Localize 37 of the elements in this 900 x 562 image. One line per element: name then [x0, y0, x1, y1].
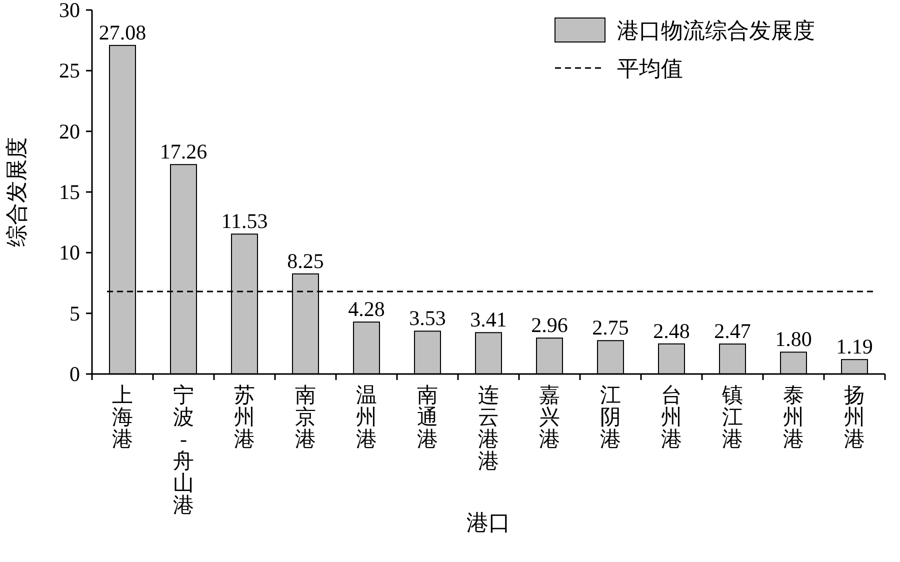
data-label: 2.96 — [531, 313, 568, 338]
x-tick-label: 南通港 — [417, 383, 438, 451]
data-label: 2.48 — [653, 318, 690, 343]
legend-label: 平均值 — [617, 56, 683, 81]
data-label: 3.53 — [409, 306, 446, 330]
y-tick-label: 30 — [59, 0, 80, 22]
x-tick-label: 温州港 — [356, 383, 377, 451]
data-label: 2.47 — [714, 319, 751, 344]
data-label: 2.75 — [592, 316, 629, 340]
x-tick-label: 江阴港 — [600, 383, 621, 451]
data-label: 4.28 — [348, 297, 385, 322]
data-label: 27.08 — [98, 20, 146, 44]
x-tick-label: 台州港 — [661, 383, 682, 451]
legend-label: 港口物流综合发展度 — [617, 18, 815, 43]
x-tick-label: 上海港 — [112, 383, 133, 451]
x-tick-label: 连云港港 — [478, 383, 499, 473]
y-tick-label: 25 — [59, 58, 80, 83]
y-tick-label: 15 — [59, 180, 80, 204]
data-label: 1.19 — [836, 334, 873, 359]
data-label: 1.80 — [775, 327, 812, 352]
x-tick-label: 南京港 — [295, 383, 316, 451]
x-tick-label: 苏州港 — [234, 383, 255, 451]
y-axis-title: 综合发展度 — [4, 137, 29, 247]
x-tick-label: 嘉兴港 — [539, 383, 560, 451]
y-tick-label: 10 — [59, 240, 80, 265]
x-tick-label: 泰州港 — [783, 383, 804, 451]
y-tick-label: 0 — [70, 362, 80, 386]
y-tick-label: 20 — [59, 119, 80, 144]
x-tick-label: 宁波-舟山港 — [173, 383, 194, 517]
x-tick-label: 扬州港 — [844, 383, 865, 451]
data-label: 17.26 — [160, 140, 208, 164]
y-tick-label: 5 — [70, 301, 80, 326]
data-label: 11.53 — [221, 209, 268, 234]
x-axis-title: 港口 — [466, 510, 510, 535]
data-label: 3.41 — [470, 308, 507, 332]
x-tick-label: 镇江港 — [721, 383, 743, 451]
data-label: 8.25 — [287, 248, 324, 273]
